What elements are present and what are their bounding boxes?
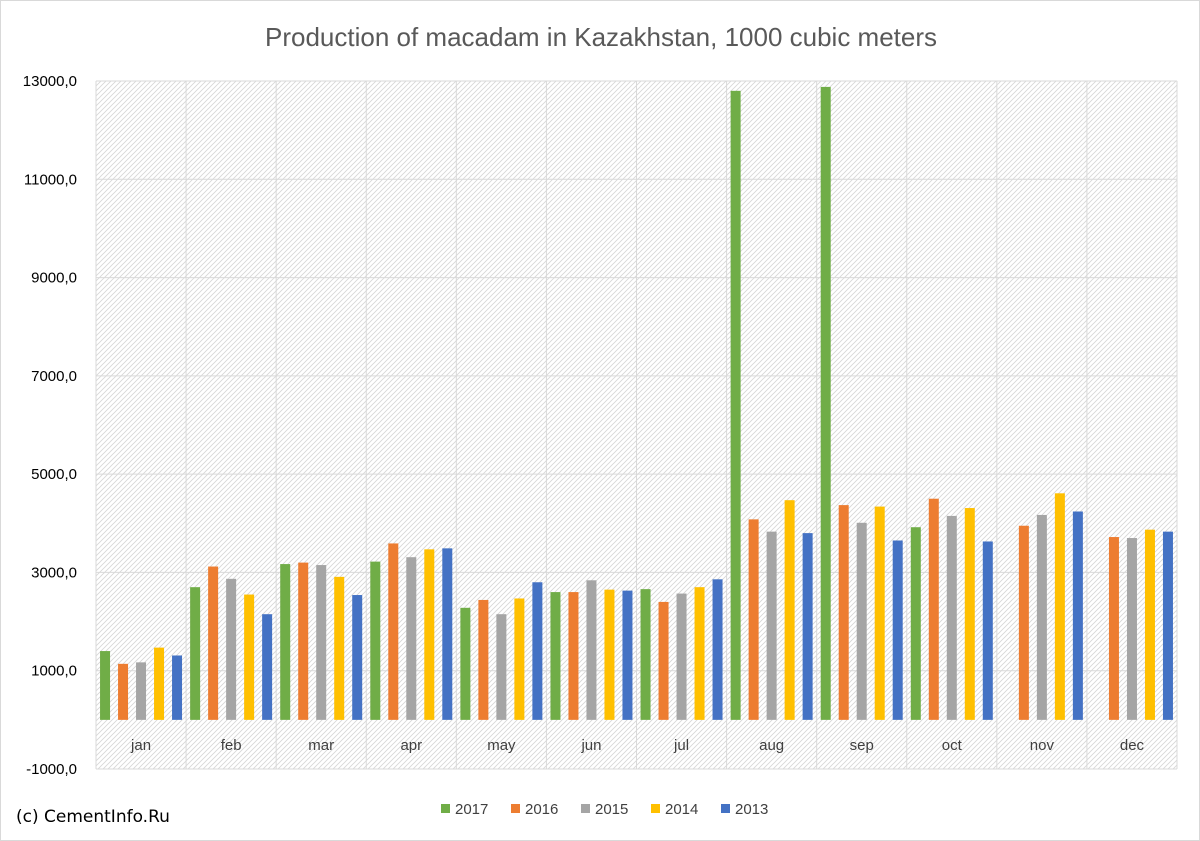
x-tick-label: may xyxy=(487,737,516,754)
bar-2015-jan xyxy=(136,662,147,720)
bar-2013-dec xyxy=(1162,531,1173,720)
bar-2017-jan xyxy=(100,651,111,720)
legend: 2017 2016 2015 2014 2013 xyxy=(441,801,768,818)
bar-2017-mar xyxy=(280,564,291,720)
bar-2017-sep xyxy=(820,86,831,720)
bar-2016-jan xyxy=(118,663,129,720)
bar-2013-oct xyxy=(982,541,993,720)
y-tick-label: 1000,0 xyxy=(31,663,77,680)
bar-2014-feb xyxy=(244,594,255,720)
chart-title: Production of macadam in Kazakhstan, 100… xyxy=(265,22,937,52)
bar-2016-oct xyxy=(928,498,939,720)
bar-2017-apr xyxy=(370,561,381,720)
bar-2014-sep xyxy=(874,506,885,720)
legend-label: 2013 xyxy=(735,801,768,818)
y-axis-ticks: -1000,0 1000,0 3000,0 5000,0 7000,0 9000,0 110… xyxy=(23,73,77,778)
bar-2015-jun xyxy=(586,580,597,720)
bar-2015-sep xyxy=(856,522,867,720)
bar-2017-aug xyxy=(730,90,741,720)
bar-2014-nov xyxy=(1054,493,1065,720)
legend-swatch xyxy=(721,804,730,813)
legend-swatch xyxy=(441,804,450,813)
bar-2014-jan xyxy=(154,647,165,720)
y-tick-label: 5000,0 xyxy=(31,466,77,483)
x-tick-label: jun xyxy=(580,737,601,754)
bar-2016-jul xyxy=(658,601,669,720)
bar-2013-feb xyxy=(262,614,273,720)
bar-2014-oct xyxy=(964,508,975,720)
y-tick-label: 7000,0 xyxy=(31,368,77,385)
x-tick-label: aug xyxy=(759,737,784,754)
legend-swatch xyxy=(581,804,590,813)
bar-2014-apr xyxy=(424,549,435,720)
y-tick-label: 3000,0 xyxy=(31,564,77,581)
bar-2016-apr xyxy=(388,543,399,720)
bar-2013-may xyxy=(532,582,543,720)
bar-2017-jul xyxy=(640,589,651,720)
legend-label: 2016 xyxy=(525,801,558,818)
x-tick-label: apr xyxy=(400,737,422,754)
x-tick-label: feb xyxy=(221,737,242,754)
bar-2015-feb xyxy=(226,578,237,720)
bar-2014-jul xyxy=(694,587,705,720)
bar-2017-jun xyxy=(550,592,561,720)
credit-text: (c) CementInfo.Ru xyxy=(16,807,170,827)
bar-2013-aug xyxy=(802,533,813,720)
bar-2014-dec xyxy=(1144,529,1155,720)
bar-2016-feb xyxy=(208,566,219,720)
bar-2013-nov xyxy=(1072,511,1083,720)
x-tick-label: jul xyxy=(673,737,689,754)
bar-2016-mar xyxy=(298,562,309,720)
x-axis-ticks: jan feb mar apr may jun jul aug sep oct nov dec xyxy=(130,737,1145,754)
bar-2015-aug xyxy=(766,531,777,720)
legend-label: 2015 xyxy=(595,801,628,818)
bars xyxy=(100,86,1173,720)
bar-2014-may xyxy=(514,598,525,720)
legend-label: 2017 xyxy=(455,801,488,818)
legend-swatch xyxy=(651,804,660,813)
bar-2016-sep xyxy=(838,505,849,720)
bar-2013-apr xyxy=(442,548,453,720)
x-tick-label: jan xyxy=(130,737,151,754)
x-tick-label: dec xyxy=(1120,737,1145,754)
bar-2016-dec xyxy=(1108,537,1119,720)
x-tick-label: sep xyxy=(850,737,874,754)
legend-label: 2014 xyxy=(665,801,698,818)
bar-2015-mar xyxy=(316,565,327,720)
x-tick-label: oct xyxy=(942,737,963,754)
bar-2017-may xyxy=(460,607,471,720)
bar-2017-feb xyxy=(190,587,201,720)
bar-2013-jul xyxy=(712,579,723,720)
bar-2016-may xyxy=(478,599,489,720)
bar-2015-nov xyxy=(1036,514,1047,720)
y-tick-label: -1000,0 xyxy=(26,761,77,778)
y-tick-label: 9000,0 xyxy=(31,270,77,287)
legend-swatch xyxy=(511,804,520,813)
bar-2016-nov xyxy=(1018,525,1029,720)
bar-2016-jun xyxy=(568,592,579,720)
bar-2017-oct xyxy=(910,527,921,720)
y-tick-label: 11000,0 xyxy=(24,171,77,188)
bar-2013-jun xyxy=(622,590,633,720)
bar-2013-sep xyxy=(892,540,903,720)
bar-2015-oct xyxy=(946,515,957,720)
bar-2015-may xyxy=(496,614,507,720)
bar-2016-aug xyxy=(748,519,759,720)
gridlines xyxy=(95,80,1178,770)
y-tick-label: 13000,0 xyxy=(23,73,77,90)
bar-2014-mar xyxy=(334,576,345,720)
x-tick-label: mar xyxy=(308,737,334,754)
bar-2015-apr xyxy=(406,557,417,720)
x-tick-label: nov xyxy=(1030,737,1055,754)
bar-2015-dec xyxy=(1126,538,1137,720)
bar-2013-mar xyxy=(352,595,363,720)
bar-2015-jul xyxy=(676,593,687,720)
bar-2014-jun xyxy=(604,589,615,720)
bar-2013-jan xyxy=(172,655,183,720)
bar-2014-aug xyxy=(784,500,795,720)
